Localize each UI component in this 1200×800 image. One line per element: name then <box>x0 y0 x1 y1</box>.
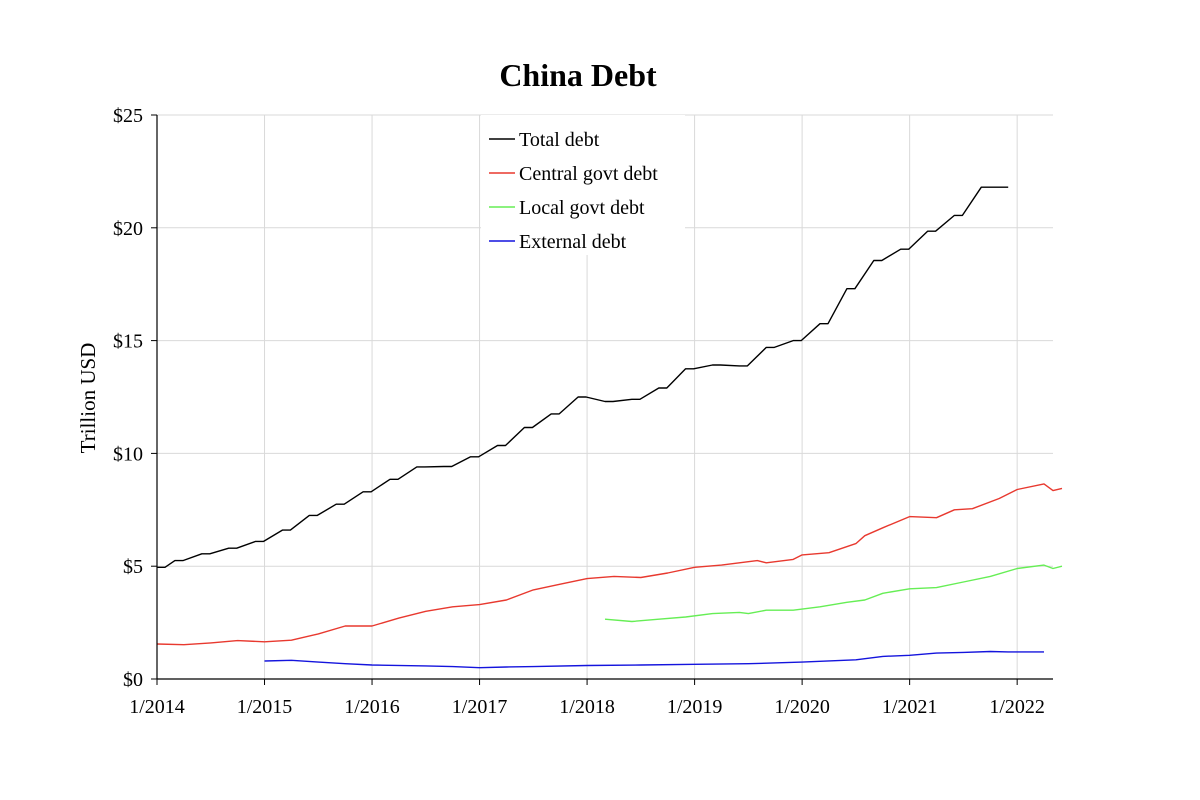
series-line-local-govt-debt <box>604 564 1063 623</box>
y-axis-ticks: $0 $5 $10 $15 $20 $25 <box>113 105 157 691</box>
y-tick-label: $15 <box>113 331 143 353</box>
x-tick-label: 1/2018 <box>559 696 615 718</box>
x-tick-label: 1/2019 <box>667 696 723 718</box>
y-tick-label: $0 <box>123 669 143 691</box>
y-tick-label: $10 <box>113 443 143 465</box>
x-axis-ticks: 1/2014 1/2015 1/2016 1/2017 1/2018 1/2019 1/20… <box>129 679 1045 718</box>
y-tick-label: $20 <box>113 218 143 240</box>
x-tick-label: 1/2016 <box>344 696 400 718</box>
legend-label: Central govt debt <box>519 163 658 185</box>
series-line-external-debt <box>264 650 1044 669</box>
series-line-total-debt <box>157 186 1009 568</box>
legend-label: Total debt <box>519 129 600 151</box>
series-line-central-govt-debt <box>156 483 1063 646</box>
x-tick-label: 1/2021 <box>882 696 938 718</box>
x-tick-label: 1/2020 <box>774 696 830 718</box>
x-tick-label: 1/2014 <box>129 696 185 718</box>
legend: Total debt Central govt debt Local govt de… <box>481 115 685 255</box>
legend-label: External debt <box>519 231 627 253</box>
x-tick-label: 1/2017 <box>452 696 508 718</box>
chart-title: China Debt <box>499 57 657 93</box>
y-tick-label: $5 <box>123 556 143 578</box>
axes <box>156 115 1053 680</box>
legend-label: Local govt debt <box>519 197 645 219</box>
y-tick-label: $25 <box>113 105 143 127</box>
x-tick-label: 1/2015 <box>237 696 293 718</box>
y-axis-label: Trillion USD <box>76 343 100 454</box>
series-layer <box>156 186 1063 669</box>
x-tick-label: 1/2022 <box>989 696 1045 718</box>
